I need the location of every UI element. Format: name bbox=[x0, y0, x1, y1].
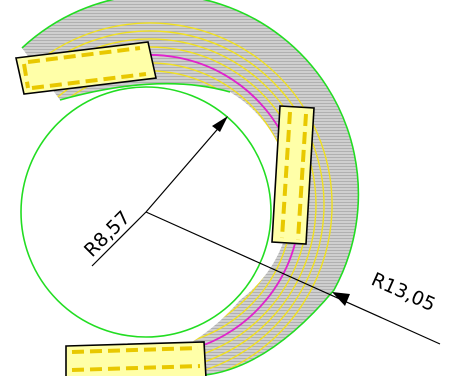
yellow-toolpath-arc bbox=[22, 30, 325, 376]
clamp-block-bottom bbox=[65, 341, 207, 376]
dimension-inner-radius: R8,57 bbox=[80, 116, 228, 267]
clamp-block-top-left bbox=[15, 41, 157, 95]
clamp-block-right bbox=[271, 105, 315, 245]
green-outline bbox=[20, 0, 360, 376]
yellow-toolpath-arc bbox=[26, 62, 293, 348]
outer-radius-label: R13,05 bbox=[368, 268, 439, 316]
inner-radius-label: R8,57 bbox=[80, 207, 135, 262]
